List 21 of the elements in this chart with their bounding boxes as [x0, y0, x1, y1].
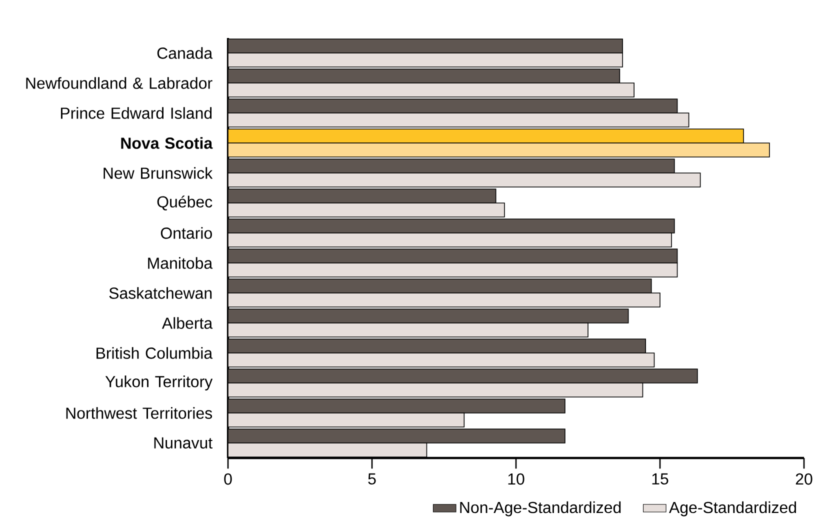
y-tick-label: Ontario [160, 227, 212, 239]
y-tick-label: Nunavut [154, 437, 212, 449]
y-tick-label: Québec [157, 196, 212, 210]
y-tick-label: Alberta [162, 317, 213, 329]
y-tick-label: Northwest Territories [66, 407, 212, 419]
y-tick-label: Prince Edward Island [60, 107, 212, 119]
x-tick-label: 10 [508, 473, 524, 485]
legend-label: Non-Age-Standardized [460, 501, 621, 516]
x-tick-label: 15 [652, 473, 668, 485]
y-tick-label: Newfoundland & Labrador [26, 77, 212, 89]
y-tick-label: New Brunswick [104, 167, 213, 179]
y-tick-label: British Columbia [96, 347, 213, 359]
y-tick-label: Yukon Territory [105, 376, 213, 390]
x-tick-label: 0 [224, 473, 232, 485]
y-tick-label: Saskatchewan [109, 287, 212, 299]
legend-label: Age-Standardized [669, 501, 796, 516]
y-tick-label: Manitoba [148, 257, 213, 269]
y-tick-label: Canada [157, 47, 213, 59]
x-tick-label: 5 [368, 473, 376, 485]
x-tick-label: 20 [796, 473, 812, 485]
y-tick-label: Nova Scotia [121, 137, 213, 149]
